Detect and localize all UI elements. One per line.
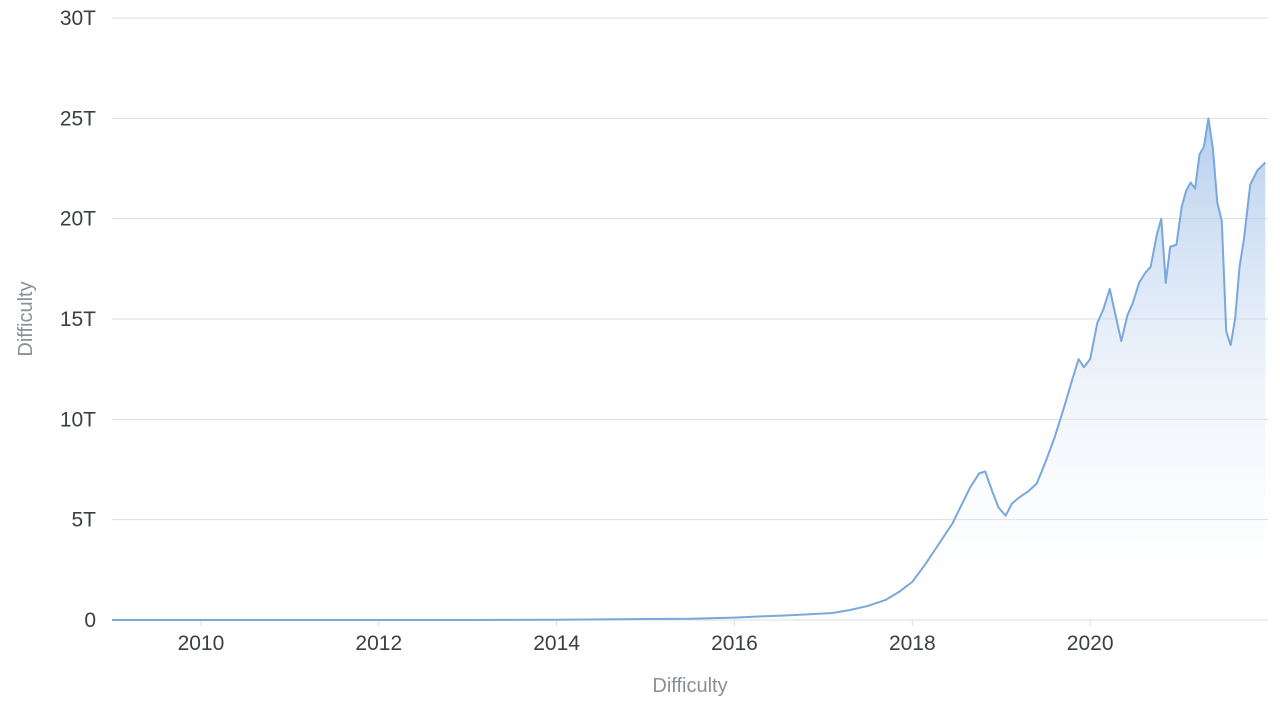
difficulty-area-chart: 05T10T15T20T25T30T 201020122014201620182… bbox=[0, 0, 1280, 720]
y-tick-label: 10T bbox=[60, 408, 96, 431]
y-axis-label: Difficulty bbox=[15, 281, 37, 356]
x-tick-label: 2010 bbox=[178, 632, 225, 655]
area-fill bbox=[112, 118, 1265, 620]
y-axis-ticks: 0 5T 10T 15T 20T 25T 30T bbox=[60, 7, 96, 632]
x-tick-label: 2014 bbox=[533, 632, 580, 655]
y-tick-label: 25T bbox=[60, 107, 96, 130]
y-tick-label: 5T bbox=[71, 509, 96, 532]
y-tick-label: 0 bbox=[84, 609, 96, 632]
x-axis-label: Difficulty bbox=[652, 675, 727, 697]
x-tick-label: 2016 bbox=[711, 632, 758, 655]
x-axis-ticks: 2010 2012 2014 2016 2018 2020 bbox=[178, 620, 1114, 655]
y-tick-label: 15T bbox=[60, 308, 96, 331]
x-tick-label: 2020 bbox=[1067, 632, 1114, 655]
chart-svg: 05T10T15T20T25T30T 201020122014201620182… bbox=[0, 0, 1280, 720]
x-tick-label: 2018 bbox=[889, 632, 936, 655]
y-tick-label: 20T bbox=[60, 208, 96, 231]
x-tick-label: 2012 bbox=[355, 632, 402, 655]
y-tick-label: 30T bbox=[60, 7, 96, 30]
